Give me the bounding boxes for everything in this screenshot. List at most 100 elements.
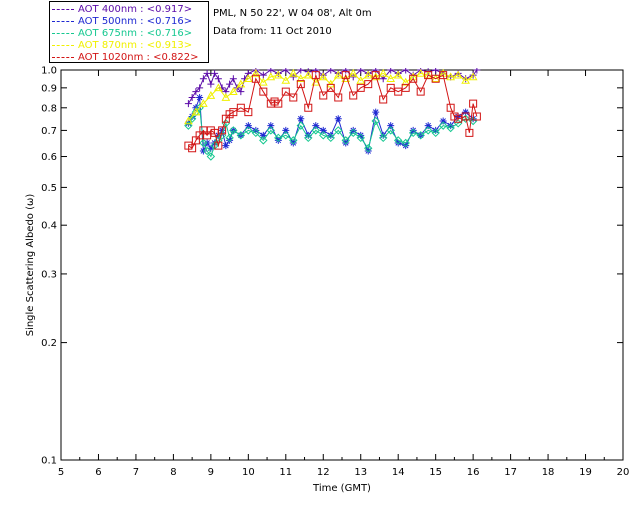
legend-line-1020 (52, 56, 74, 58)
series-aot1020nm-point (191, 136, 200, 145)
series-aot870nm-point (228, 87, 238, 95)
series-aot675nm-point (236, 131, 246, 140)
series-aot1020nm-point (341, 71, 350, 80)
series-aot400nm-point (349, 73, 357, 81)
series-aot1020nm-point (296, 80, 305, 89)
series-aot500nm-point (394, 139, 402, 147)
legend-label-500: AOT 500nm : <0.716> (78, 16, 193, 27)
series-aot675nm-point (251, 128, 261, 138)
series-aot400nm-point (267, 68, 275, 74)
series-aot500nm-point (462, 108, 470, 116)
series-aot400nm-point (473, 68, 481, 74)
legend-label-400: AOT 400nm : <0.917> (78, 4, 193, 15)
series-aot1020nm-point (319, 91, 328, 100)
series-aot675nm-point (341, 136, 350, 145)
series-aot500nm-point (244, 122, 252, 130)
series-aot1020nm-point (394, 87, 403, 96)
series-aot675nm-point (431, 128, 440, 138)
series-aot675nm-point (244, 126, 253, 135)
legend: AOT 400nm : <0.917> AOT 500nm : <0.716> … (49, 1, 209, 63)
series-aot500nm-point (196, 94, 204, 102)
legend-item-400: AOT 400nm : <0.917> (52, 4, 192, 16)
series-aot400nm-point (199, 75, 207, 83)
series-aot1020nm-point (184, 141, 193, 150)
series-aot675nm-point (199, 138, 208, 148)
series-aot675nm-point (229, 126, 238, 135)
series-aot1020nm-point (229, 108, 238, 117)
series-aot400nm-point (312, 68, 320, 74)
series-aot675nm-point (187, 114, 197, 123)
series-aot870nm-point (356, 75, 366, 84)
series-aot675nm-point (319, 131, 328, 140)
series-aot500nm-point (447, 122, 455, 130)
legend-label-1020: AOT 1020nm : <0.822> (78, 52, 199, 63)
series-aot675nm-point (371, 116, 380, 126)
series-aot400nm-point (184, 100, 192, 108)
series-aot400nm-point (211, 69, 219, 77)
series-aot400nm-point (357, 68, 365, 74)
series-aot870nm-point (348, 68, 358, 77)
y-axis-label: Single Scattering Albedo (ω) (25, 194, 36, 337)
series-aot675nm-point (446, 123, 455, 133)
series-aot675nm-point (274, 133, 283, 143)
series-aot500nm-point (297, 115, 305, 123)
series-aot1020nm-point (401, 83, 410, 92)
series-aot675nm-point (202, 146, 212, 156)
series-aot675nm-point (184, 121, 193, 130)
series-aot675nm-point (259, 136, 268, 145)
series-aot1020nm-point (304, 103, 313, 112)
legend-line-400 (52, 8, 74, 10)
series-aot870nm-point (206, 91, 216, 99)
x-tick-label: 13 (354, 467, 367, 478)
series-aot500nm-point (304, 131, 312, 139)
series-aot675nm-point (281, 131, 291, 140)
series-aot500nm-point (349, 126, 357, 134)
series-aot870nm-point (318, 72, 328, 81)
series-aot400nm-point (259, 71, 267, 79)
series-aot675nm-point (304, 133, 313, 143)
series-aot675nm-point (379, 133, 388, 143)
legend-item-675: AOT 675nm : <0.716> (52, 28, 192, 40)
series-aot870nm-point (221, 92, 231, 101)
series-aot870nm-point (453, 70, 463, 79)
series-aot1020nm-point (311, 71, 320, 80)
series-aot500nm-point (274, 136, 282, 144)
series-aot1020nm-point (326, 83, 335, 92)
x-tick-label: 9 (208, 467, 214, 478)
plot-frame (60, 69, 624, 461)
series-aot500nm-point (364, 147, 372, 155)
series-aot400nm-point (342, 68, 350, 74)
series-aot400nm-point (196, 84, 204, 92)
legend-line-870 (52, 44, 74, 46)
series-aot1020nm-point (349, 91, 358, 100)
series-aot870nm-point (281, 75, 291, 84)
series-aot870nm-point (468, 72, 478, 81)
series-aot870nm-point (393, 70, 403, 79)
series-aot500nm-point (327, 131, 335, 139)
series-aot400nm-point (432, 68, 440, 74)
series-aot870nm-point (273, 70, 283, 79)
series-aot1020nm-point (188, 144, 197, 153)
series-aot500nm-point (357, 131, 365, 139)
series-aot870nm-point (214, 83, 223, 92)
series-aot1020nm-point (465, 128, 474, 137)
series-aot1020nm-point (364, 80, 373, 89)
series-aot1020nm-point (356, 83, 365, 92)
series-aot1020nm-point (203, 131, 212, 140)
series-aot870nm-point (461, 75, 470, 84)
x-tick-label: 20 (617, 467, 630, 478)
legend-label-675: AOT 675nm : <0.716> (78, 28, 193, 39)
series-aot870nm-point (378, 68, 388, 77)
legend-item-870: AOT 870nm : <0.913> (52, 40, 192, 52)
series-aot1020nm-point (334, 93, 343, 102)
series-aot675nm-point (191, 107, 201, 117)
series-aot500nm-point (387, 122, 395, 130)
series-aot675nm-point (225, 133, 234, 143)
x-tick-label: 18 (542, 467, 555, 478)
y-tick-label: 0.5 (41, 183, 57, 194)
series-aot870nm-point (251, 68, 261, 77)
series-aot675nm-point (289, 136, 298, 145)
series-aot870nm-point (266, 72, 276, 81)
y-tick-label: 0.3 (41, 269, 57, 280)
